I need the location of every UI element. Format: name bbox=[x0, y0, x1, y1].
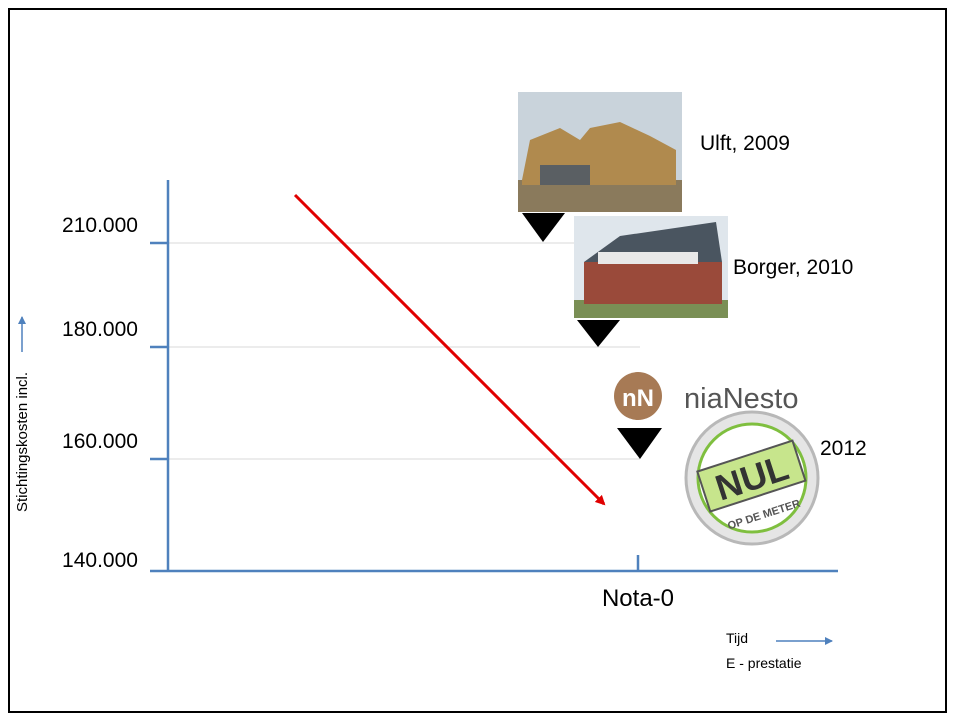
y-tick-label: 180.000 bbox=[62, 318, 138, 341]
photo-borger bbox=[574, 216, 728, 318]
x-axis-label: E - prestatie bbox=[726, 655, 802, 671]
milestone-label: 2012 bbox=[820, 437, 867, 460]
logo-text: niaNesto bbox=[684, 383, 798, 415]
y-tick-label: 210.000 bbox=[62, 214, 138, 237]
y-tick-label: 140.000 bbox=[62, 549, 138, 572]
logo-nul: NUL OP DE METER bbox=[686, 412, 818, 544]
x-axis-label: Tijd bbox=[726, 630, 748, 646]
milestone-label: Borger, 2010 bbox=[733, 256, 853, 279]
y-axis-label: Stichtingskosten incl. bbox=[14, 372, 31, 512]
frame bbox=[9, 9, 946, 712]
milestone-label: Ulft, 2009 bbox=[700, 132, 790, 155]
slide: 210.000 180.000 160.000 140.000 Nota-0 S… bbox=[0, 0, 955, 722]
x-tick-label: Nota-0 bbox=[602, 585, 674, 612]
photo-ulft bbox=[518, 92, 682, 212]
logo-mark: nN bbox=[622, 385, 654, 412]
y-tick-label: 160.000 bbox=[62, 430, 138, 453]
